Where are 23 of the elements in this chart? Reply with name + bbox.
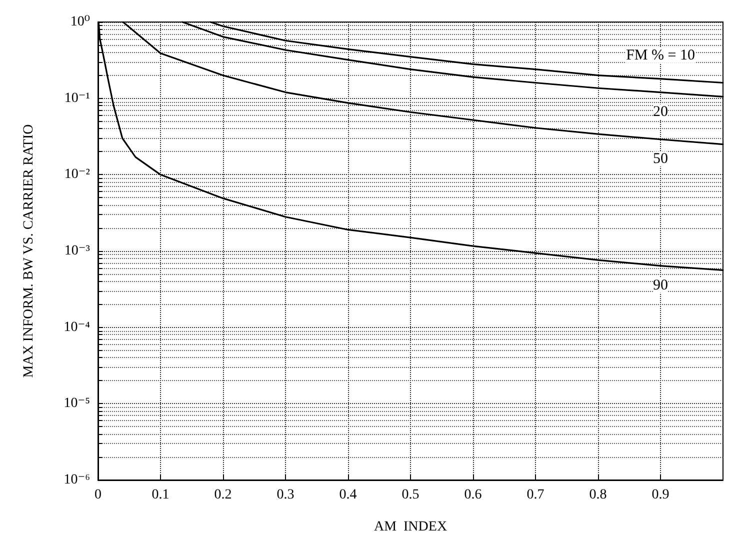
x-tick-label: 0.4 [339, 488, 357, 502]
x-tick-label: 0.1 [152, 488, 170, 502]
series-label: 50 [653, 150, 668, 167]
y-tick-label: 10⁻⁵ [64, 396, 90, 412]
y-tick-label: 10⁻⁴ [64, 320, 90, 335]
x-tick-label: 0.9 [652, 488, 670, 502]
y-tick-label: 10⁻¹ [64, 90, 90, 106]
series-label: 20 [653, 104, 668, 120]
x-tick-label: 0.5 [402, 488, 420, 502]
x-tick-label: 0.2 [214, 488, 232, 502]
x-tick-label: 0.8 [589, 488, 607, 502]
y-tick-label: 10⁰ [70, 14, 90, 30]
y-tick-label: 10⁻⁶ [64, 472, 90, 488]
y-tick-label: 10⁻² [64, 167, 90, 182]
series-label: 90 [653, 277, 668, 294]
y-tick-label: 10⁻³ [64, 244, 90, 258]
x-tick-label: 0.6 [464, 488, 482, 502]
x-tick-label: 0 [94, 488, 102, 502]
series-label: FM % = 10 [626, 47, 695, 64]
x-tick-label: 0.7 [526, 488, 544, 502]
x-tick-label: 0.3 [276, 488, 294, 502]
x-axis-title: AM INDEX [374, 520, 448, 534]
y-axis-title: MAX INFORM. BW VS. CARRIER RATIO [22, 124, 36, 378]
